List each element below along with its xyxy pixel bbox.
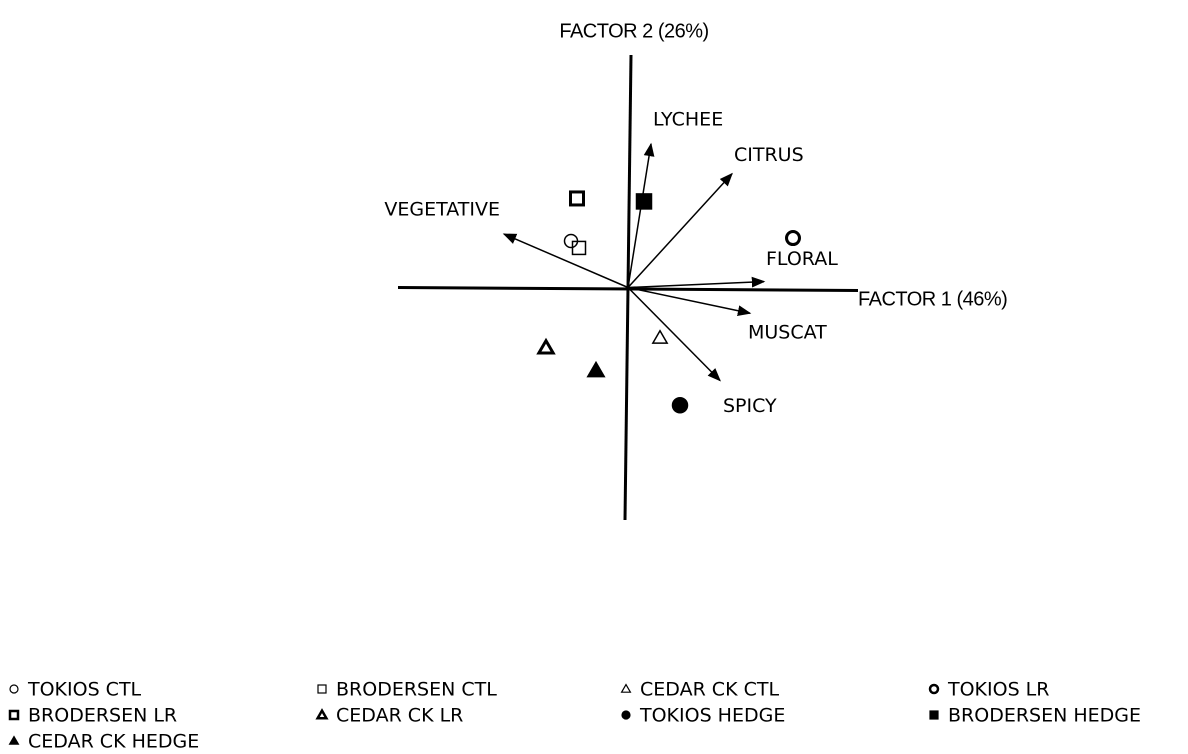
legend-marker (317, 684, 327, 694)
score-point (586, 360, 606, 378)
legend-marker (8, 709, 20, 721)
loading-label: VEGETATIVE (384, 199, 500, 221)
y-axis-title: FACTOR 2 (26%) (559, 20, 708, 42)
legend-label: TOKIOS LR (947, 679, 1049, 701)
loading-label: CITRUS (734, 144, 804, 166)
legend-label: CEDAR CK LR (336, 705, 463, 727)
loading-arrow (627, 142, 655, 288)
score-point (536, 337, 556, 355)
legend-marker (928, 683, 940, 695)
loading-arrow (502, 233, 629, 289)
legend-marker (8, 735, 20, 745)
loading-arrow (627, 276, 766, 289)
legend-label: CEDAR CK CTL (640, 679, 779, 701)
loading-label: FLORAL (766, 248, 838, 270)
legend-label: BRODERSEN HEDGE (948, 705, 1141, 727)
score-point (651, 329, 669, 344)
legend-label: TOKIOS HEDGE (639, 705, 785, 727)
legend-marker (621, 710, 631, 720)
legend-marker (9, 684, 19, 694)
score-point (635, 193, 653, 210)
loading-label: LYCHEE (653, 109, 723, 131)
loading-arrow (627, 286, 752, 317)
score-point (785, 230, 801, 247)
legend-label: TOKIOS CTL (27, 679, 142, 701)
loading-arrow (627, 286, 721, 382)
score-point (671, 396, 689, 414)
loading-label: SPICY (723, 395, 777, 417)
legend-marker (620, 683, 632, 693)
legend-label: BRODERSEN LR (28, 705, 177, 727)
legend-marker (929, 710, 939, 720)
loading-arrow (627, 172, 733, 289)
score-point (569, 190, 585, 207)
loading-label: MUSCAT (748, 322, 827, 344)
score-point (571, 240, 587, 256)
x-axis-title: FACTOR 1 (46%) (858, 288, 1007, 310)
legend-marker (315, 708, 329, 720)
legend-label: BRODERSEN CTL (336, 679, 497, 701)
legend-label: CEDAR CK HEDGE (28, 731, 199, 753)
